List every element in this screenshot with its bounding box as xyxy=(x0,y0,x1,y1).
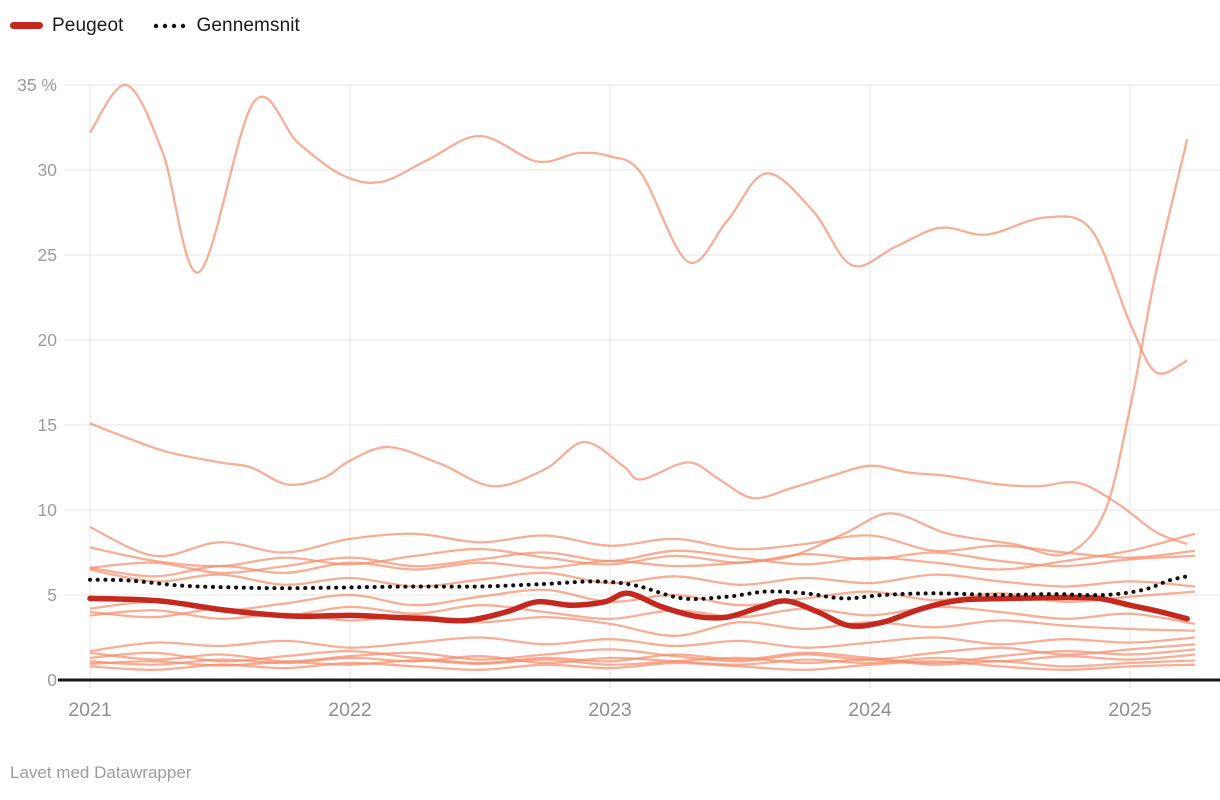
x-tick-label-2021: 2021 xyxy=(68,699,111,721)
attribution-text: Lavet med Datawrapper xyxy=(10,763,192,782)
series-line-other-12 xyxy=(89,643,1196,663)
series-line-other-4 xyxy=(89,525,1196,559)
legend-item-peugeot: Peugeot xyxy=(10,16,124,35)
series-line-Peugeot xyxy=(87,590,1190,629)
series-line-other-11 xyxy=(89,636,1196,653)
x-tick-label-2024: 2024 xyxy=(848,699,892,721)
series-line-other-7 xyxy=(89,568,1196,588)
legend-label-gennemsnit: Gennemsnit xyxy=(196,15,300,36)
series-line-other-16 xyxy=(89,660,1196,671)
y-tick-label-5: 5 xyxy=(47,585,57,605)
gennemsnit-dotted-swatch-icon xyxy=(153,23,185,28)
y-tick-label-15: 15 xyxy=(38,415,57,435)
y-tick-label-10: 10 xyxy=(38,500,58,520)
series-line-other-3 xyxy=(89,422,1188,546)
y-tick-label-0: 0 xyxy=(47,670,57,690)
x-tick-label-2025: 2025 xyxy=(1108,699,1152,721)
legend: Peugeot Gennemsnit xyxy=(10,16,300,35)
y-tick-label-25: 25 xyxy=(38,245,57,265)
series-line-other-13 xyxy=(89,648,1196,665)
y-tick-label-35: 35 % xyxy=(17,75,57,95)
series-line-other-2 xyxy=(89,139,1189,578)
x-tick-label-2022: 2022 xyxy=(328,699,371,721)
series-line-other-6 xyxy=(89,532,1196,575)
series-line-Gennemsnit xyxy=(88,574,1190,602)
legend-item-gennemsnit: Gennemsnit xyxy=(152,16,300,35)
y-tick-label-30: 30 xyxy=(38,160,58,180)
series-line-other-15 xyxy=(89,656,1196,668)
series-line-other-1 xyxy=(89,83,1188,375)
legend-label-peugeot: Peugeot xyxy=(52,15,124,36)
series-line-other-5 xyxy=(89,546,1196,568)
peugeot-line-swatch-icon xyxy=(10,22,43,29)
x-tick-label-2023: 2023 xyxy=(588,699,631,721)
y-tick-label-20: 20 xyxy=(38,330,58,350)
